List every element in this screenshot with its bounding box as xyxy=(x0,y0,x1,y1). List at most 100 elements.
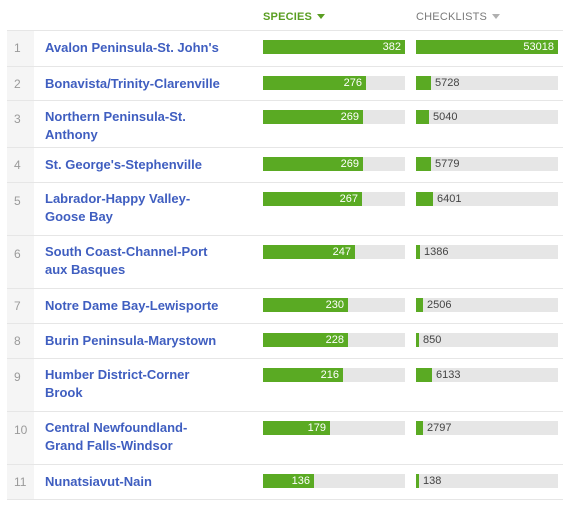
checklists-bar-fill xyxy=(416,40,558,54)
checklists-column-header[interactable]: CHECKLISTS xyxy=(416,11,501,23)
region-name-link[interactable]: South Coast-Channel-Port aux Basques xyxy=(45,243,250,279)
region-name-link[interactable]: Avalon Peninsula-St. John's xyxy=(45,39,250,57)
rank-cell: 2 xyxy=(7,67,34,100)
species-header-label: SPECIES xyxy=(263,11,313,23)
species-bar-track: 228 xyxy=(263,333,405,347)
species-bar-track: 276 xyxy=(263,76,405,90)
region-name-link[interactable]: Labrador-Happy Valley- Goose Bay xyxy=(45,190,250,226)
region-name-line: Nunatsiavut-Nain xyxy=(45,474,152,489)
region-name-link[interactable]: St. George's-Stephenville xyxy=(45,156,250,174)
species-bar-track: 136 xyxy=(263,474,405,488)
caret-down-icon xyxy=(317,13,326,19)
species-column-header[interactable]: SPECIES xyxy=(263,11,326,23)
table-row: 3 Northern Peninsula-St. Anthony 269 5040 xyxy=(7,100,563,147)
species-bar-fill xyxy=(263,76,366,90)
species-value: 136 xyxy=(291,475,310,487)
table-row: 5 Labrador-Happy Valley- Goose Bay 267 6401 xyxy=(7,182,563,235)
species-bar-track: 179 xyxy=(263,421,405,435)
rank-cell: 11 xyxy=(7,465,34,499)
species-bar-fill xyxy=(263,110,363,124)
rank-cell: 8 xyxy=(7,324,34,358)
region-name-line: Humber District-Corner xyxy=(45,367,190,382)
region-name-link[interactable]: Nunatsiavut-Nain xyxy=(45,473,250,491)
checklists-bar-fill xyxy=(416,474,419,488)
table-header: SPECIES CHECKLISTS xyxy=(0,0,570,30)
species-value: 228 xyxy=(325,334,344,346)
checklists-bar-track: 6401 xyxy=(416,192,558,206)
region-name-line: aux Basques xyxy=(45,262,126,277)
region-name-line: Avalon Peninsula-St. John's xyxy=(45,40,219,55)
region-name-link[interactable]: Burin Peninsula-Marystown xyxy=(45,332,250,350)
checklists-bar-track: 850 xyxy=(416,333,558,347)
checklists-value: 6401 xyxy=(437,193,462,205)
species-value: 267 xyxy=(339,193,358,205)
species-bar-fill xyxy=(263,40,405,54)
species-bar-fill xyxy=(263,474,314,488)
checklists-value: 5728 xyxy=(435,77,460,89)
species-bar-fill xyxy=(263,157,363,171)
species-bar-fill xyxy=(263,192,362,206)
rank-cell: 4 xyxy=(7,148,34,182)
checklists-value: 5779 xyxy=(435,158,460,170)
table-row: 4 St. George's-Stephenville 269 5779 xyxy=(7,147,563,182)
checklists-bar-track: 53018 xyxy=(416,40,558,54)
species-value: 276 xyxy=(343,77,362,89)
checklists-header-label: CHECKLISTS xyxy=(416,11,488,23)
checklists-bar-track: 2797 xyxy=(416,421,558,435)
checklists-value: 138 xyxy=(423,475,442,487)
region-name-line: Burin Peninsula-Marystown xyxy=(45,333,217,348)
region-name-line: Brook xyxy=(45,385,83,400)
region-name-link[interactable]: Bonavista/Trinity-Clarenville xyxy=(45,75,250,93)
region-name-link[interactable]: Notre Dame Bay-Lewisporte xyxy=(45,297,250,315)
region-name-line: Central Newfoundland- xyxy=(45,420,188,435)
species-value: 230 xyxy=(325,299,344,311)
checklists-bar-fill xyxy=(416,298,423,312)
rank-cell: 10 xyxy=(7,412,34,464)
checklists-bar-track: 138 xyxy=(416,474,558,488)
region-name-line: Labrador-Happy Valley- xyxy=(45,191,191,206)
species-value: 382 xyxy=(382,41,401,53)
species-bar-fill xyxy=(263,421,330,435)
rank-cell: 6 xyxy=(7,236,34,288)
species-value: 216 xyxy=(320,369,339,381)
region-name-link[interactable]: Northern Peninsula-St. Anthony xyxy=(45,108,250,144)
checklists-value: 53018 xyxy=(523,41,554,53)
checklists-bar-fill xyxy=(416,110,429,124)
region-name-link[interactable]: Humber District-Corner Brook xyxy=(45,366,250,402)
species-bar-fill xyxy=(263,333,348,347)
checklists-value: 850 xyxy=(423,334,442,346)
checklists-bar-track: 5728 xyxy=(416,76,558,90)
species-bar-track: 269 xyxy=(263,157,405,171)
table-row: 2 Bonavista/Trinity-Clarenville 276 5728 xyxy=(7,66,563,100)
checklists-bar-track: 1386 xyxy=(416,245,558,259)
rank-cell: 1 xyxy=(7,31,34,66)
region-name-line: St. George's-Stephenville xyxy=(45,157,202,172)
checklists-bar-track: 2506 xyxy=(416,298,558,312)
region-ranking-table: SPECIES CHECKLISTS 1 Avalon Peninsula-St.… xyxy=(0,0,570,500)
checklists-value: 1386 xyxy=(424,246,449,258)
region-name-line: Bonavista/Trinity-Clarenville xyxy=(45,76,220,91)
species-bar-track: 216 xyxy=(263,368,405,382)
rank-cell: 3 xyxy=(7,101,34,147)
region-name-line: Grand Falls-Windsor xyxy=(45,438,173,453)
region-name-line: Anthony xyxy=(45,127,98,142)
checklists-bar-track: 5040 xyxy=(416,110,558,124)
species-bar-fill xyxy=(263,298,348,312)
species-bar-track: 230 xyxy=(263,298,405,312)
checklists-bar-track: 5779 xyxy=(416,157,558,171)
region-name-line: South Coast-Channel-Port xyxy=(45,244,208,259)
region-name-line: Notre Dame Bay-Lewisporte xyxy=(45,298,219,313)
checklists-bar-fill xyxy=(416,245,420,259)
species-bar-fill xyxy=(263,368,343,382)
checklists-bar-fill xyxy=(416,333,419,347)
checklists-bar-fill xyxy=(416,157,431,171)
checklists-bar-fill xyxy=(416,368,432,382)
checklists-bar-track: 6133 xyxy=(416,368,558,382)
region-name-link[interactable]: Central Newfoundland- Grand Falls-Windsor xyxy=(45,419,250,455)
species-value: 269 xyxy=(340,111,359,123)
checklists-bar-fill xyxy=(416,421,423,435)
species-value: 247 xyxy=(332,246,351,258)
table-row: 8 Burin Peninsula-Marystown 228 850 xyxy=(7,323,563,358)
checklists-bar-fill xyxy=(416,76,431,90)
species-value: 179 xyxy=(307,422,326,434)
